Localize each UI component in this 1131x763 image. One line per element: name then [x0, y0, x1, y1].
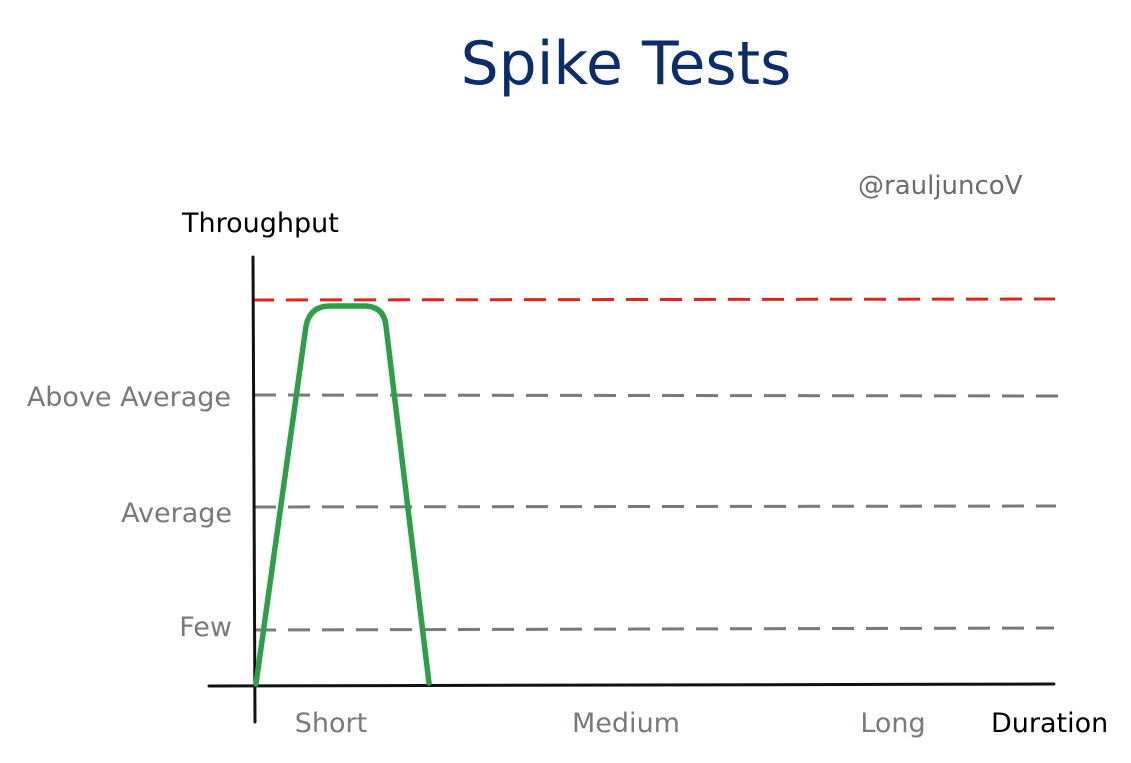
spike-limit-line — [251, 297, 1056, 302]
x-axis-title: Duration — [991, 708, 1108, 739]
duration-label-short: Short — [295, 708, 367, 739]
level-line-above-average — [253, 393, 1059, 398]
y-axis-line — [251, 255, 257, 724]
level-label-average: Average — [121, 498, 232, 529]
duration-label-medium: Medium — [572, 708, 680, 739]
level-label-above-average: Above Average — [27, 382, 231, 413]
diagram-title: Spike Tests — [461, 29, 792, 99]
level-line-average — [253, 504, 1057, 509]
level-label-few: Few — [179, 612, 232, 643]
x-axis-line — [207, 682, 1056, 688]
spike-load-curve — [253, 303, 432, 687]
author-handle: @rauljuncoV — [858, 171, 1023, 201]
y-axis-title: Throughput — [181, 208, 339, 239]
duration-label-long: Long — [860, 708, 925, 739]
level-line-few — [253, 626, 1055, 632]
